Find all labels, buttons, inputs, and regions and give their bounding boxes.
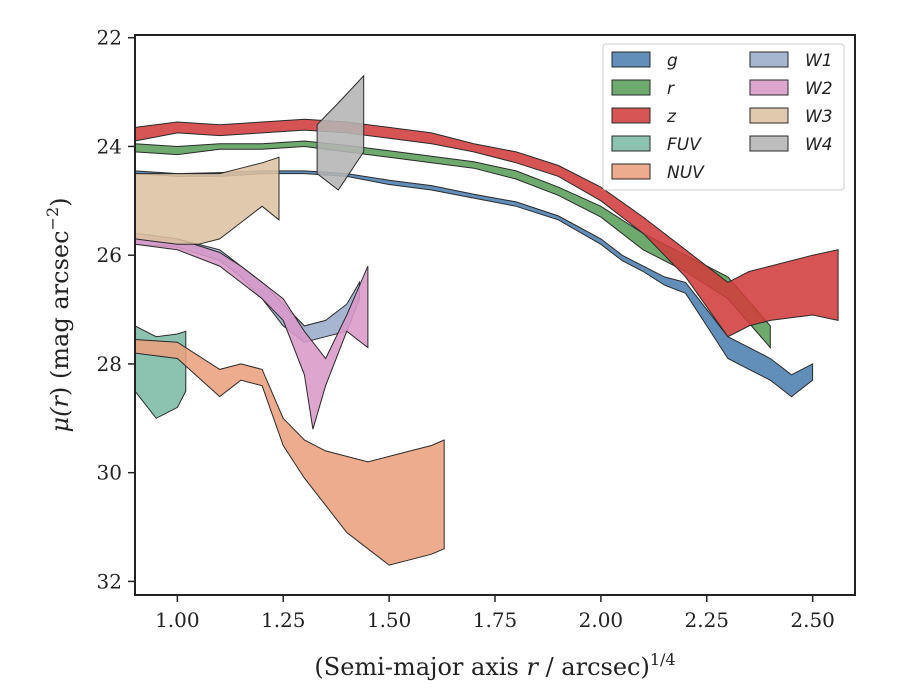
x-tick-label: 1.00 xyxy=(155,608,200,632)
band-nuv xyxy=(135,338,445,566)
band-g xyxy=(135,170,814,398)
legend-label-g: g xyxy=(667,51,678,71)
band-w4 xyxy=(316,74,365,191)
legend-label-w2: W2 xyxy=(805,79,833,99)
band-w3 xyxy=(135,156,280,245)
x-tick-label: 2.50 xyxy=(790,608,835,632)
y-tick-label: 22 xyxy=(97,26,122,50)
legend-swatch-w3 xyxy=(749,107,789,124)
x-tick-label: 2.25 xyxy=(684,608,729,632)
y-axis-label: μ(r) (mag arcsec−2) xyxy=(43,197,74,432)
legend-swatch-r xyxy=(611,79,651,96)
legend-label-w1: W1 xyxy=(805,51,833,71)
legend-label-z: z xyxy=(666,107,677,127)
x-tick-label: 1.75 xyxy=(473,608,518,632)
legend-swatch-g xyxy=(611,51,651,68)
y-tick-label: 30 xyxy=(97,461,122,485)
band-w2 xyxy=(135,232,369,430)
y-axis-ticks: 22 24 26 28 30 32 xyxy=(97,26,135,593)
legend-swatch-w2 xyxy=(749,79,789,96)
legend-swatch-nuv xyxy=(611,163,651,180)
legend: grz FUV NUV W1 W2 W3 W4 xyxy=(602,43,845,191)
y-tick-label: 32 xyxy=(97,569,122,593)
x-tick-label: 1.25 xyxy=(261,608,306,632)
x-tick-label: 1.50 xyxy=(367,608,412,632)
legend-label-w3: W3 xyxy=(805,107,833,127)
legend-label-nuv: NUV xyxy=(667,163,705,183)
legend-label-fuv: FUV xyxy=(667,135,702,155)
y-tick-label: 28 xyxy=(97,352,122,376)
legend-label-r: r xyxy=(667,79,675,99)
legend-swatch-fuv xyxy=(611,135,651,152)
band-layer xyxy=(135,74,839,566)
legend-swatch-w1 xyxy=(749,51,789,68)
legend-swatch-w4 xyxy=(749,135,789,152)
legend-swatch-z xyxy=(611,107,651,124)
x-axis-ticks: 1.00 1.25 1.50 1.75 2.00 2.25 2.50 xyxy=(155,595,835,632)
y-tick-label: 24 xyxy=(97,134,122,158)
y-tick-label: 26 xyxy=(97,243,122,267)
x-axis-label: (Semi-major axis r / arcsec)1/4 xyxy=(314,650,675,681)
x-tick-label: 2.00 xyxy=(579,608,624,632)
legend-label-w4: W4 xyxy=(805,135,833,155)
